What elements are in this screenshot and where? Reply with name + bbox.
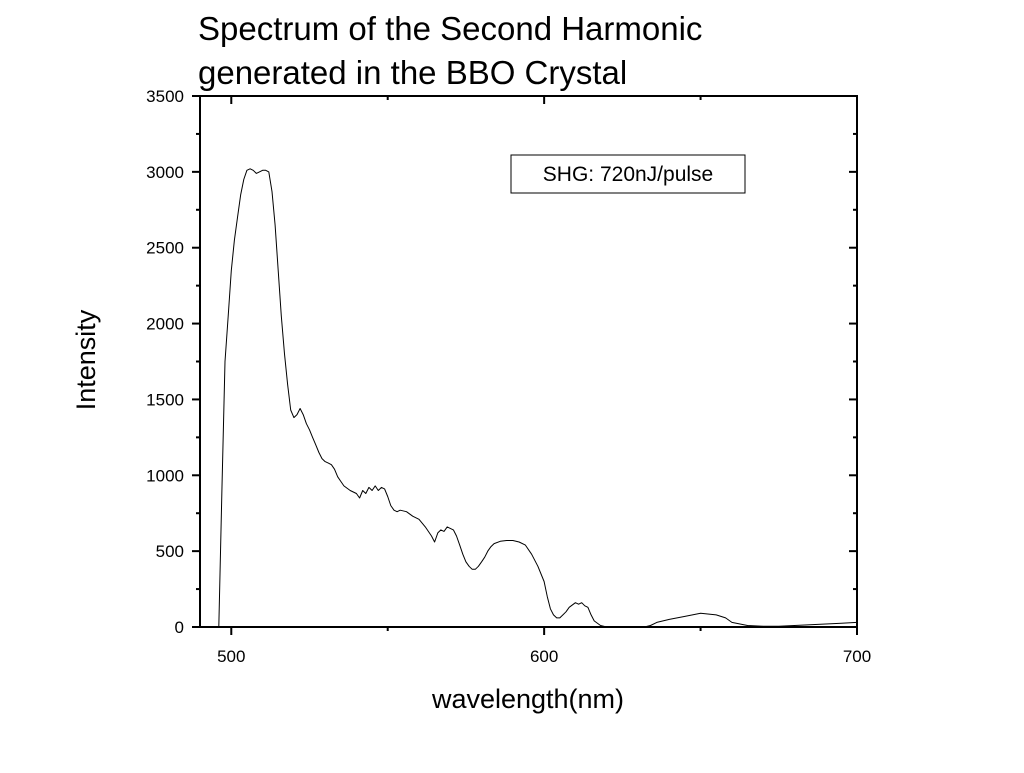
x-tick-label-2: 700 xyxy=(843,647,871,666)
y-tick-label-0: 0 xyxy=(175,618,184,637)
series-line-0 xyxy=(200,168,858,628)
chart-title-line-1: Spectrum of the Second Harmonic xyxy=(198,10,702,47)
legend-entry-label: SHG: 720nJ/pulse xyxy=(543,163,713,186)
y-tick-label-3: 1500 xyxy=(146,390,184,409)
legend-box xyxy=(510,154,746,194)
y-axis-label: Intensity xyxy=(71,309,101,410)
y-tick-label-6: 3000 xyxy=(146,163,184,182)
y-tick-label-4: 2000 xyxy=(146,315,184,334)
y-tick-label-1: 500 xyxy=(156,542,184,561)
x-axis-label: wavelength(nm) xyxy=(431,684,624,714)
x-tick-label-1: 600 xyxy=(530,647,558,666)
chart-title-line-2: generated in the BBO Crystal xyxy=(198,54,627,91)
y-tick-label-7: 3500 xyxy=(146,87,184,106)
legend: SHG: 720nJ/pulse xyxy=(510,154,746,194)
x-tick-label-0: 500 xyxy=(217,647,245,666)
y-tick-label-5: 2500 xyxy=(146,239,184,258)
y-tick-label-2: 1000 xyxy=(146,466,184,485)
plot-area: 0 500 1000 1500 2000 2500 3000 3500 500 600 700 xyxy=(146,87,871,666)
